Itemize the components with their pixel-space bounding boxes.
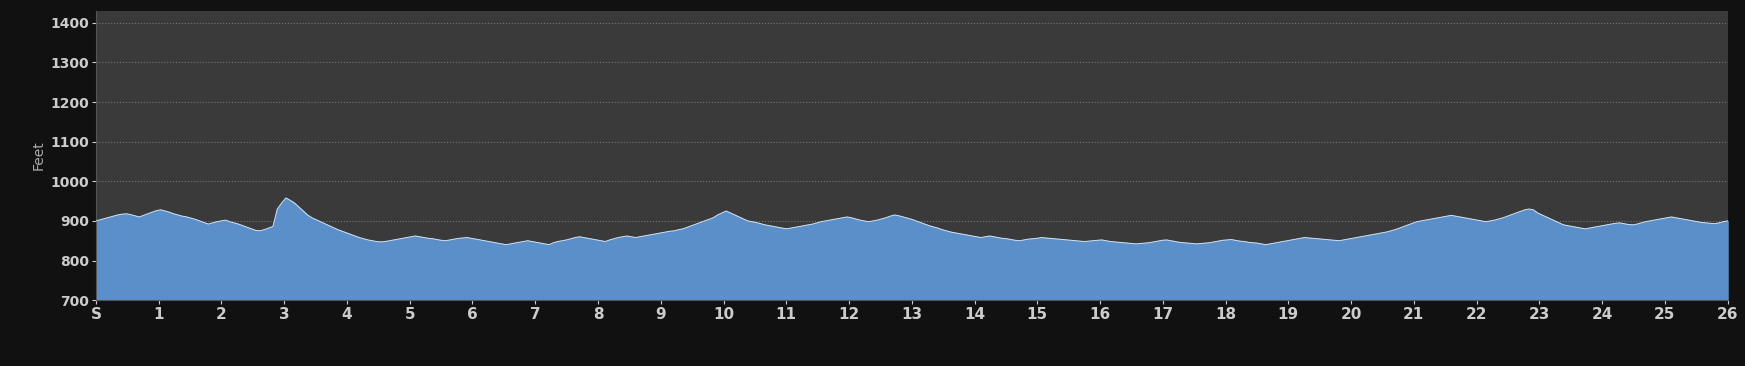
Y-axis label: Feet: Feet [31, 141, 45, 171]
